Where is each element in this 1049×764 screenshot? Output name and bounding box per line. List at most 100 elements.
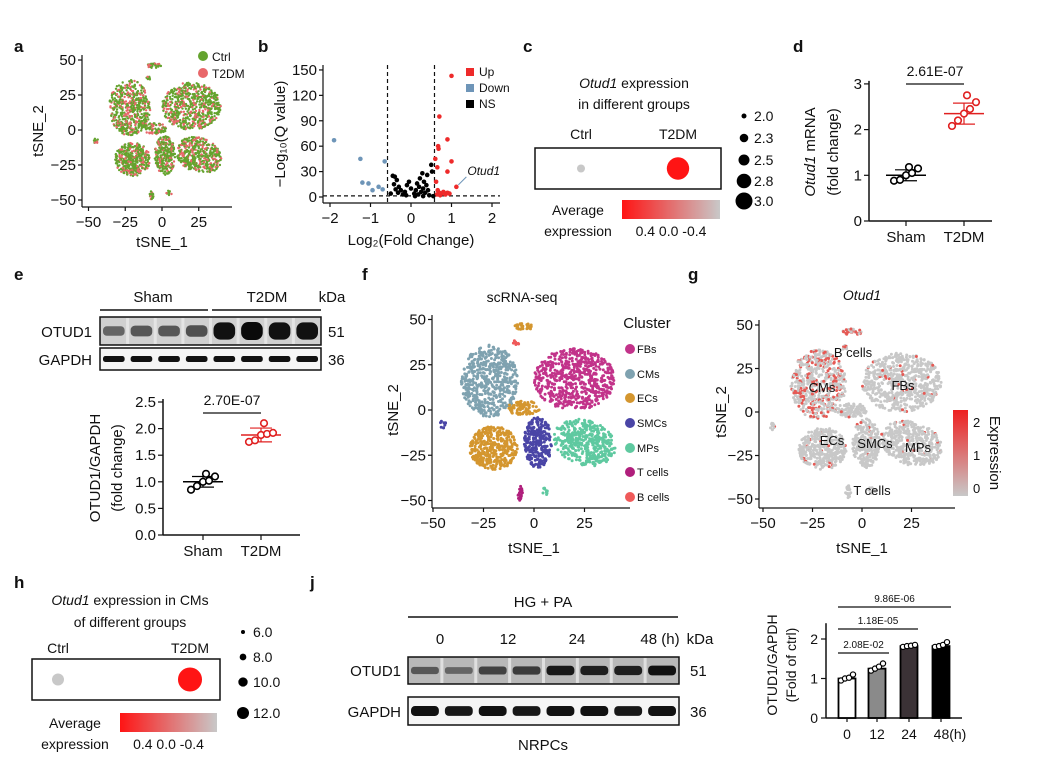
- ctrl-point: [216, 113, 219, 116]
- ctrl-point: [129, 79, 133, 82]
- blot-band: [296, 356, 318, 362]
- cell-point: [467, 365, 471, 369]
- cell-point: [572, 364, 576, 368]
- ctrl-point: [137, 119, 141, 123]
- ctrl-point: [137, 126, 140, 129]
- cell-point: [562, 349, 566, 353]
- cell-point: [547, 450, 551, 454]
- ctrl-point: [172, 110, 176, 114]
- cell-point: [575, 350, 579, 353]
- ctrl-point: [148, 126, 151, 129]
- cell-point: [468, 404, 472, 408]
- ctrl-point: [121, 112, 124, 116]
- t2dm-point: [182, 164, 185, 167]
- data-point: [259, 419, 269, 428]
- cell-point: [541, 396, 544, 400]
- panel-label-a: a: [14, 37, 24, 56]
- cell-point: [478, 444, 482, 448]
- cell-point: [533, 381, 536, 385]
- t2dm-point: [196, 115, 199, 119]
- cell-point: [501, 427, 505, 431]
- t2dm-point: [144, 154, 147, 157]
- cell-point: [493, 353, 497, 357]
- ctrl-point: [184, 107, 188, 111]
- ctrl-point: [184, 116, 188, 119]
- ctrl-point: [126, 131, 130, 135]
- cell-point: [523, 436, 527, 440]
- cell-point: [601, 388, 605, 392]
- cell-point: [484, 377, 488, 381]
- cell-point: [490, 406, 494, 410]
- t2dm-point: [203, 161, 206, 164]
- ctrl-point: [125, 151, 128, 154]
- t2dm-point: [199, 126, 203, 129]
- ctrl-point: [121, 125, 124, 129]
- cell-point: [553, 378, 557, 382]
- volcano-point-ns: [425, 187, 431, 193]
- cell-point: [542, 463, 546, 467]
- ctrl-point: [150, 129, 154, 132]
- ctrl-point: [208, 170, 212, 174]
- ctrl-point: [194, 144, 197, 147]
- timepoint-label: 24: [569, 631, 586, 648]
- size-legend-item: 12.0: [236, 705, 280, 721]
- t2dm-point: [125, 109, 128, 112]
- ctrl-point: [117, 116, 120, 119]
- ctrl-point: [125, 129, 129, 132]
- cell-point: [540, 445, 544, 449]
- cell-point: [505, 444, 509, 448]
- cell-point: [568, 372, 572, 376]
- ctrl-point: [202, 99, 205, 103]
- cell-point: [603, 370, 607, 374]
- ctrl-point: [191, 108, 195, 111]
- ctrl-point: [136, 146, 139, 149]
- ctrl-point: [199, 157, 202, 161]
- t2dm-point: [197, 136, 201, 139]
- ctrl-point: [218, 106, 221, 110]
- ctrl-point: [147, 104, 150, 107]
- ctrl-point: [140, 163, 144, 166]
- size-legend-item: 6.0: [241, 624, 273, 640]
- lane-separator: [236, 318, 240, 344]
- cell-point: [469, 400, 473, 404]
- ctrl-point: [180, 139, 184, 143]
- cell-point: [480, 400, 484, 404]
- y-axis-label: −Log₁₀(Q value): [272, 81, 289, 188]
- cell-point: [546, 425, 550, 429]
- cell-point: [550, 385, 554, 389]
- ctrl-point: [116, 159, 120, 163]
- cell-point: [465, 394, 469, 397]
- ctrl-point: [124, 146, 127, 149]
- t2dm-point: [154, 147, 157, 150]
- ctrl-point: [208, 154, 212, 157]
- t2dm-point: [194, 122, 197, 126]
- size-legend-label: 3.0: [754, 193, 774, 209]
- volcano-point-ns: [420, 186, 426, 191]
- cell-point: [500, 355, 504, 359]
- ctrl-point: [126, 86, 130, 90]
- cell-point: [467, 384, 471, 387]
- cell-point: [605, 385, 609, 389]
- cell-point: [504, 449, 508, 453]
- cell-point: [600, 362, 604, 365]
- kda-label: kDa: [687, 631, 714, 648]
- cell-point: [560, 368, 564, 372]
- annotation-pointer: [458, 176, 467, 186]
- ctrl-point: [195, 162, 198, 165]
- series-down: [331, 137, 387, 193]
- ctrl-point: [188, 152, 191, 155]
- cell-point: [540, 384, 544, 388]
- cell-point: [550, 382, 554, 386]
- t2dm-point: [200, 137, 203, 140]
- t2dm-point: [150, 123, 153, 126]
- cell-point: [590, 421, 594, 425]
- cell-point: [544, 451, 548, 455]
- cell-point: [492, 347, 496, 351]
- t2dm-point: [195, 168, 198, 172]
- ctrl-point: [187, 81, 190, 85]
- ctrl-point: [132, 86, 135, 89]
- cell-point: [495, 431, 499, 435]
- cell-point: [578, 373, 582, 377]
- cell-point: [579, 382, 582, 386]
- cell-point: [529, 461, 533, 465]
